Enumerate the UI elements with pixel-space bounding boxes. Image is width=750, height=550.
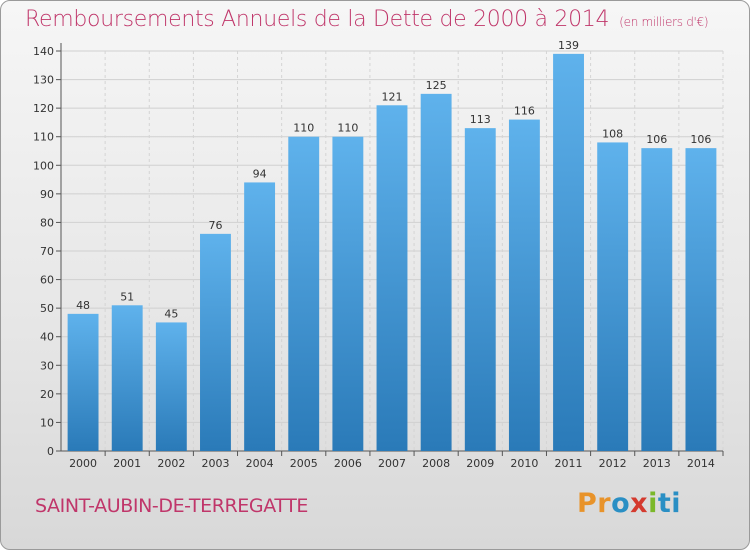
y-tick-label: 80 [40,216,54,229]
value-label-2012: 108 [602,127,623,140]
bar-2000 [67,313,99,451]
commune-name: SAINT-AUBIN-DE-TERREGATTE [35,495,309,517]
labels: 48 2000 51 2001 45 2002 76 2003 94 2004 110 2005 110… [69,39,715,470]
x-tick-label-2013: 2013 [643,457,671,470]
bar-2004 [244,182,276,451]
x-tick-label-2007: 2007 [378,457,406,470]
bar-2013 [641,148,673,451]
x-tick-label-2012: 2012 [599,457,627,470]
x-tick-label-2003: 2003 [201,457,229,470]
bar-2011 [553,53,584,451]
x-tick-label-2005: 2005 [290,457,318,470]
y-tick-label: 90 [40,188,54,201]
value-label-2004: 94 [253,167,267,180]
logo-part-1: Pr [577,488,612,519]
bar-2001 [111,305,143,451]
x-tick-label-2004: 2004 [246,457,274,470]
bar-2014 [685,148,717,451]
chart-unit: (en milliers d'€) [619,15,709,29]
y-tick-label: 50 [40,302,54,315]
value-label-2002: 45 [164,307,178,320]
x-tick-label-2006: 2006 [334,457,362,470]
y-tick-label: 0 [47,445,54,458]
x-tick-label-2000: 2000 [69,457,97,470]
logo-part-5: ti [657,488,682,519]
value-label-2005: 110 [293,122,314,135]
y-tick-label: 120 [33,102,54,115]
y-tick-label: 40 [40,331,54,344]
bar-2010 [508,119,540,452]
y-tick-label: 60 [40,274,54,287]
value-label-2007: 121 [382,90,403,103]
bar-2005 [288,136,320,451]
value-label-2009: 113 [470,113,491,126]
value-label-2003: 76 [208,219,222,232]
y-tick-label: 140 [33,45,54,58]
bars [67,53,717,452]
bar-2008 [420,93,452,451]
value-label-2010: 116 [514,105,535,118]
x-tick-label-2014: 2014 [687,457,715,470]
chart-title-text: Remboursements Annuels de la Dette de 20… [25,7,610,32]
logo-part-3: x [630,488,649,519]
value-label-2013: 106 [646,133,667,146]
bar-2002 [155,322,187,451]
chart-title: Remboursements Annuels de la Dette de 20… [25,7,709,32]
y-tick-label: 130 [33,74,54,87]
value-label-2008: 125 [426,79,447,92]
proxiti-logo: Proxiti [577,488,681,519]
x-tick-label-2001: 2001 [113,457,141,470]
value-label-2014: 106 [690,133,711,146]
value-label-2001: 51 [120,290,134,303]
bar-2007 [376,105,408,452]
x-tick-label-2002: 2002 [157,457,185,470]
y-tick-label: 10 [40,416,54,429]
y-tick-label: 30 [40,359,54,372]
logo-part-4: i [648,488,658,519]
y-tick-label: 20 [40,388,54,401]
value-label-2000: 48 [76,299,90,312]
bar-2012 [597,142,629,451]
x-tick-label-2009: 2009 [466,457,494,470]
logo-part-2: o [611,488,631,519]
bar-2006 [332,136,364,451]
x-tick-label-2011: 2011 [555,457,583,470]
bar-2009 [464,128,496,451]
x-tick-label-2008: 2008 [422,457,450,470]
bar-2003 [200,233,231,451]
y-tick-label: 70 [40,245,54,258]
x-tick-label-2010: 2010 [510,457,538,470]
y-tick-label: 110 [33,131,54,144]
y-tick-label: 100 [33,159,54,172]
value-label-2006: 110 [337,122,358,135]
value-label-2011: 139 [558,39,579,52]
